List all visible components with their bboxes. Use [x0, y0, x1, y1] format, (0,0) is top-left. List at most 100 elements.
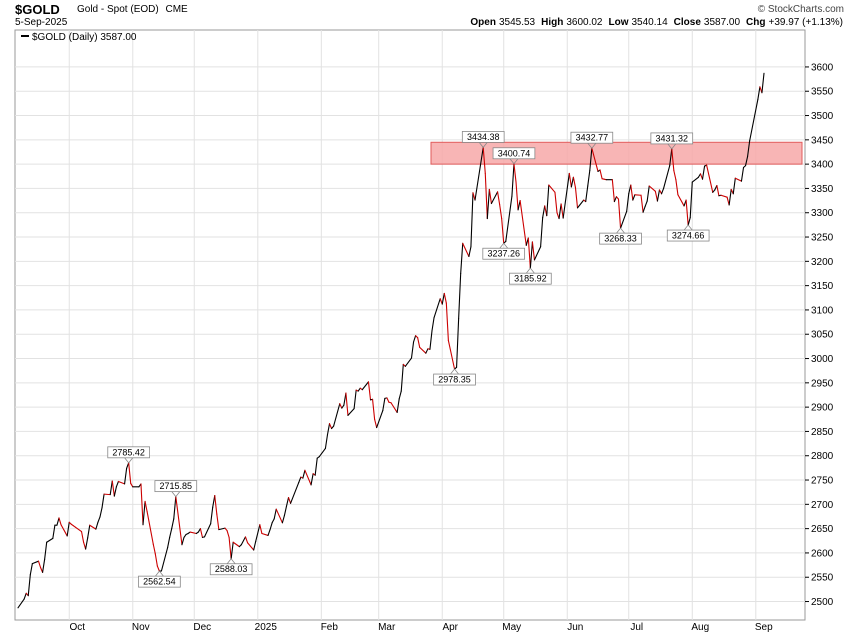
price-segment: [484, 172, 488, 220]
price-segment: [244, 536, 249, 544]
annotation-pointer: [667, 143, 677, 150]
close-value: 3587.00: [703, 17, 741, 28]
annotation-label: 3431.32: [656, 133, 689, 143]
price-segment: [128, 462, 132, 484]
price-segment: [339, 403, 343, 409]
price-segment: [720, 194, 728, 198]
price-segment: [644, 200, 648, 207]
brand-watermark: © StockCharts.com: [757, 4, 844, 15]
price-segment: [669, 148, 673, 167]
price-segment: [189, 531, 197, 535]
price-segment: [23, 592, 27, 600]
price-segment: [468, 246, 472, 258]
price-segment: [326, 423, 331, 436]
price-segment: [374, 418, 378, 429]
price-segment: [386, 397, 390, 403]
price-segment: [441, 292, 445, 305]
price-segment: [410, 341, 415, 359]
price-segment: [56, 517, 60, 526]
price-segment: [212, 495, 216, 508]
symbol-title: $GOLD: [15, 2, 60, 17]
price-segment: [97, 516, 101, 523]
price-segment: [501, 218, 505, 244]
annotation-pointer: [509, 158, 519, 165]
chg-value: +39.97 (+1.13%): [768, 17, 844, 28]
price-segment: [572, 176, 577, 189]
annotation-pointer: [478, 142, 488, 149]
price-segment: [269, 522, 273, 531]
open-label: Open: [470, 17, 496, 28]
price-segment: [632, 194, 636, 201]
price-segment: [328, 423, 333, 430]
price-segment: [124, 467, 128, 485]
y-tick-label: 3250: [811, 233, 834, 244]
price-segment: [58, 517, 62, 526]
annotation-label: 2785.42: [112, 447, 145, 457]
x-tick-label: Aug: [691, 622, 709, 633]
price-segment: [642, 205, 646, 213]
annotation-label: 3268.33: [604, 234, 637, 244]
price-segment: [167, 536, 171, 549]
price-segment: [630, 184, 634, 201]
price-segment: [562, 172, 570, 219]
price-segment: [146, 511, 154, 545]
description-text: Gold - Spot (EOD): [77, 4, 159, 15]
price-segment: [214, 495, 218, 515]
high-value: 3600.02: [566, 17, 603, 28]
price-segment: [101, 493, 105, 509]
price-segment: [85, 537, 89, 550]
price-segment: [273, 508, 277, 520]
x-axis: Oct Nov Dec 2025 Feb Mar Apr May Jun Jul Aug Sep: [69, 622, 773, 633]
price-segment: [515, 181, 519, 211]
price-segment: [361, 381, 370, 391]
price-segment: [152, 543, 156, 555]
price-segment: [456, 318, 460, 368]
annotation-pointer: [587, 142, 597, 149]
annotation-box: [492, 147, 536, 160]
price-segment: [324, 434, 329, 449]
price-segment: [591, 147, 599, 172]
price-segment: [203, 523, 212, 538]
annotation-box: [433, 373, 476, 386]
price-segment: [31, 560, 40, 565]
price-segment: [654, 190, 658, 202]
legend-label: $GOLD (Daily) 3587.00: [32, 32, 137, 43]
price-segment: [576, 199, 585, 209]
x-tick-label: May: [502, 622, 521, 633]
price-segment: [113, 486, 117, 497]
annotation-box: [666, 229, 710, 242]
annotation-pointer: [499, 242, 509, 249]
price-segment: [433, 298, 441, 319]
x-tick-label: Oct: [69, 622, 85, 633]
y-tick-label: 2600: [811, 548, 834, 559]
price-segment: [230, 541, 234, 560]
x-tick-label: Dec: [193, 622, 211, 633]
price-segment: [554, 191, 558, 214]
price-segment: [687, 217, 691, 226]
x-tick-label: Sep: [755, 622, 773, 633]
price-segment: [663, 165, 671, 189]
annotation-label: 2562.54: [143, 577, 176, 587]
price-segment: [345, 392, 349, 416]
annotation-label: 3432.77: [576, 133, 609, 143]
price-segment: [558, 203, 562, 220]
x-tick-label: Jun: [567, 622, 583, 633]
annotation-label: 3400.74: [498, 148, 531, 158]
exchange-text: CME: [165, 4, 188, 15]
annotation-box: [138, 575, 181, 588]
price-segment: [445, 302, 449, 342]
price-segment: [691, 176, 699, 183]
price-segment: [585, 185, 589, 203]
price-segment: [259, 524, 263, 535]
x-tick-label: Apr: [442, 622, 458, 633]
price-segment: [646, 185, 650, 202]
price-segment: [199, 528, 204, 538]
price-segment: [87, 524, 91, 539]
price-segment: [734, 177, 743, 182]
price-segment: [95, 521, 99, 530]
price-segment: [613, 196, 617, 203]
price-segment: [140, 483, 144, 526]
price-segment: [443, 292, 447, 304]
price-segment: [675, 179, 679, 196]
price-segment: [144, 500, 148, 513]
